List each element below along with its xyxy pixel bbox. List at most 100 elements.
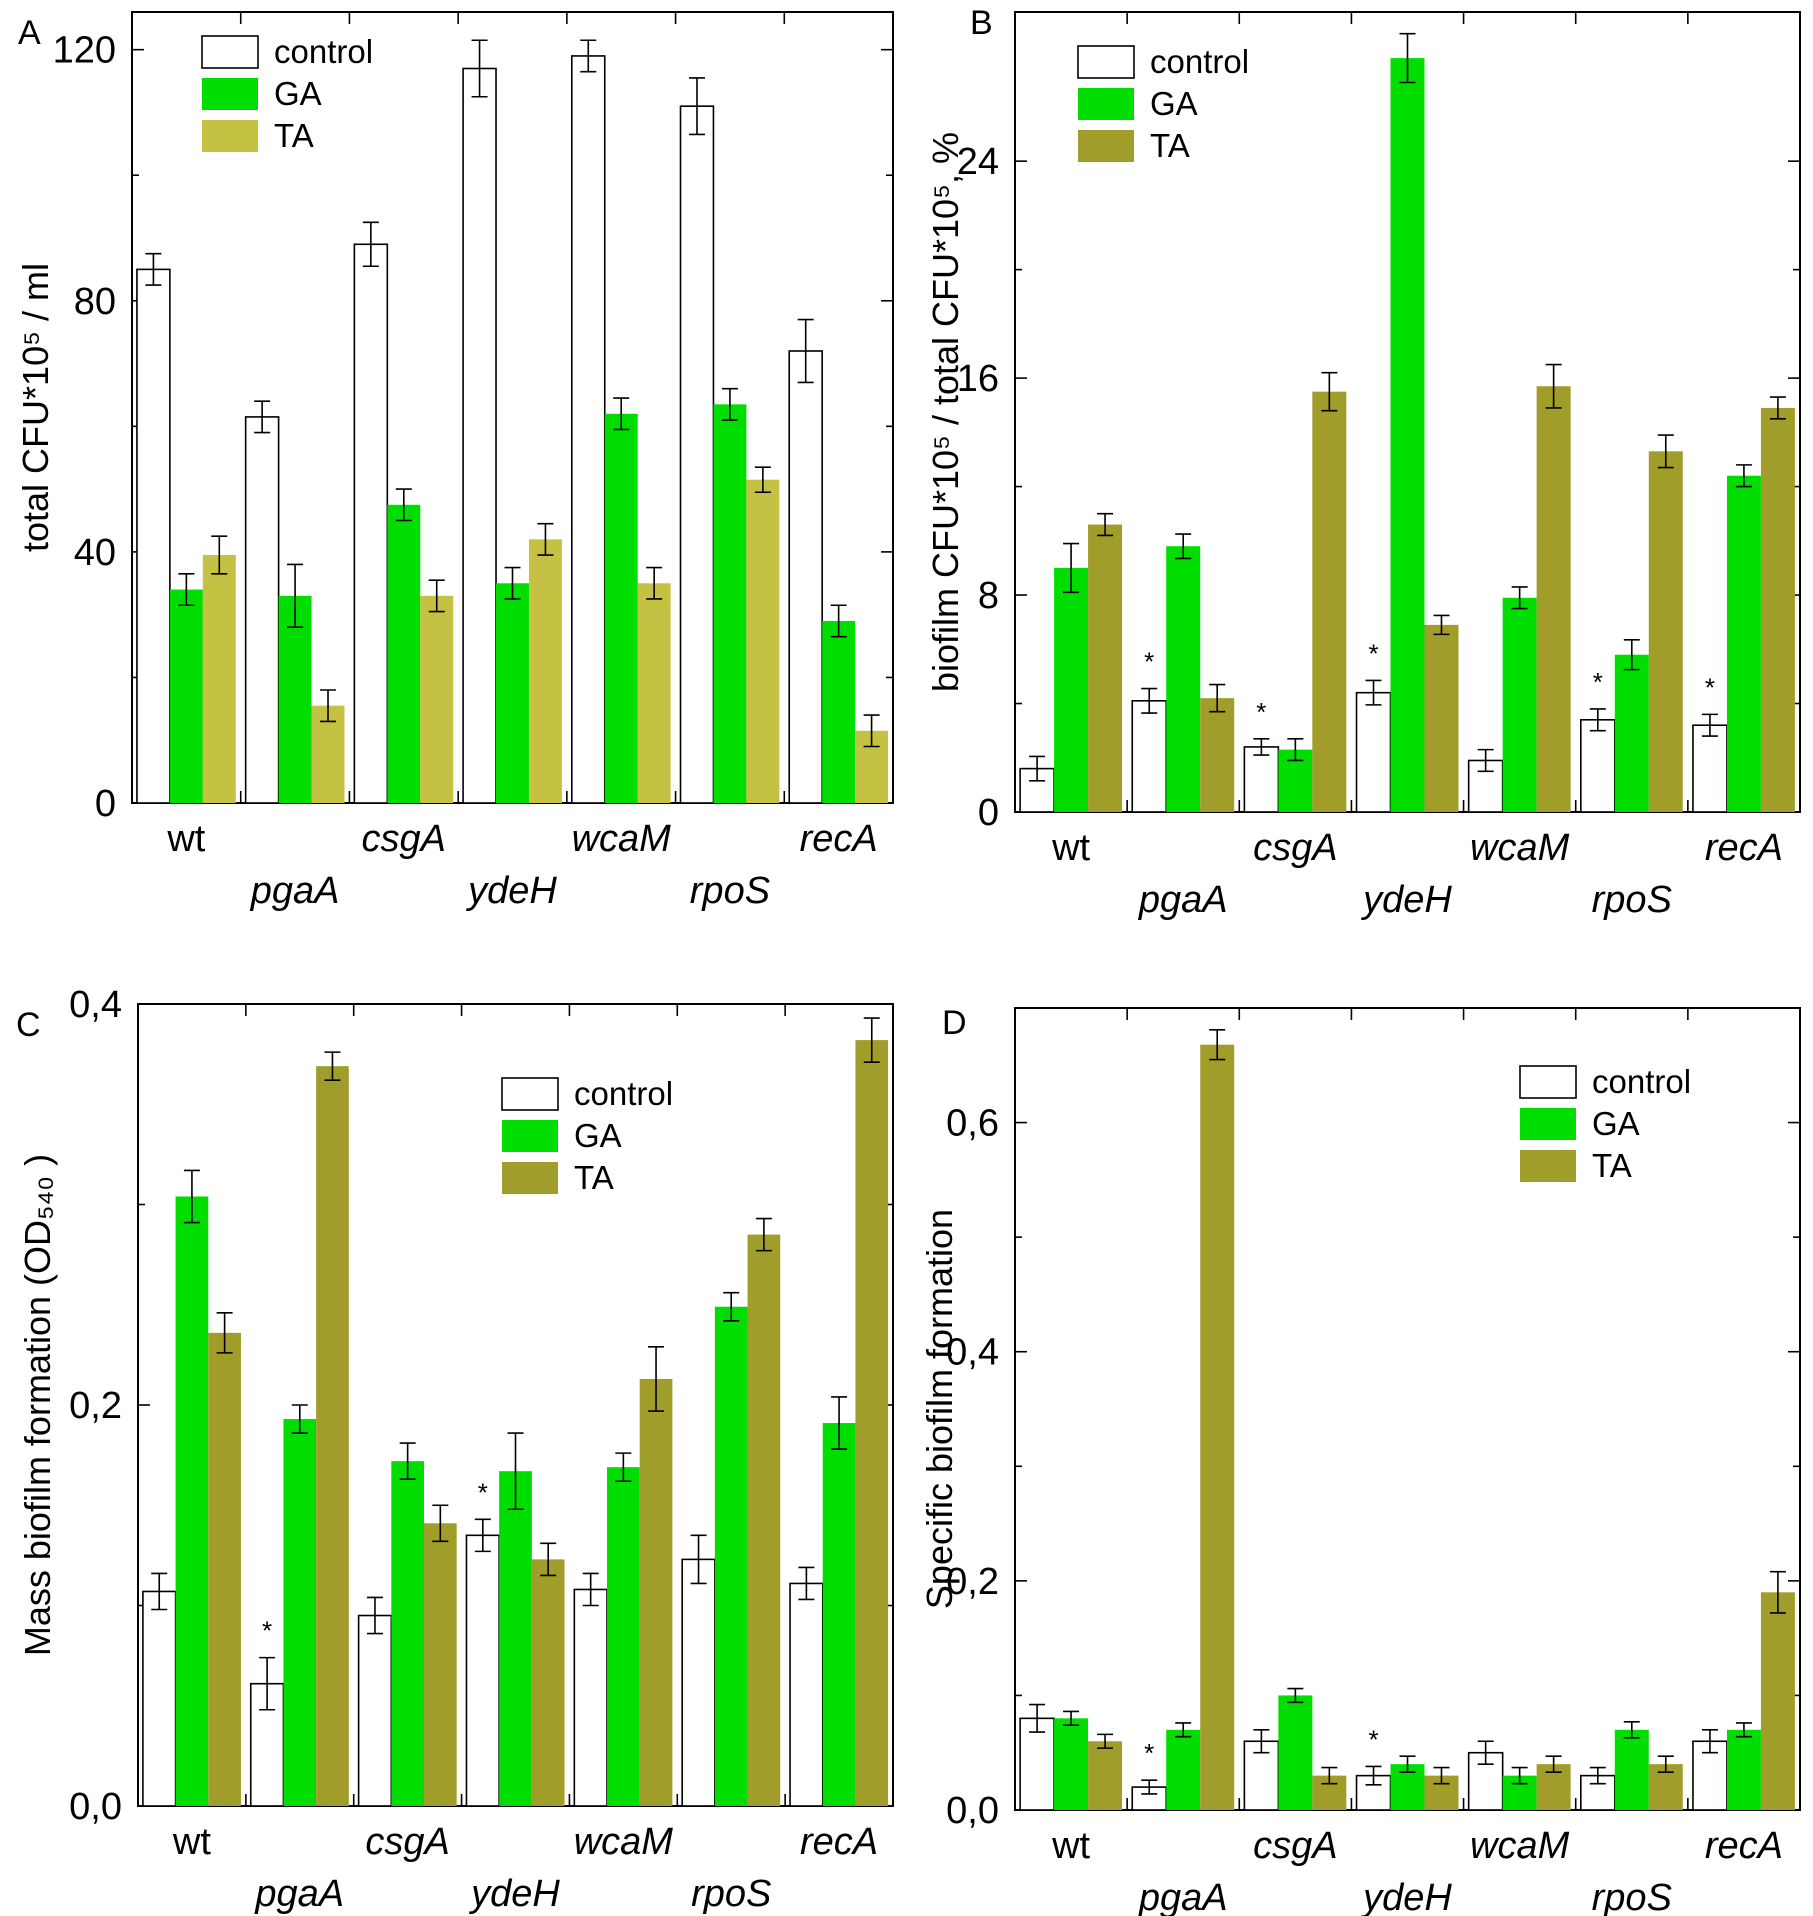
bar-ga-rpos (1614, 654, 1649, 812)
error-bar (178, 573, 195, 607)
error-bar (1063, 542, 1080, 594)
error-bar (362, 221, 379, 268)
bar-control-csga (357, 1614, 393, 1807)
x-tick-label: ydeH (465, 870, 557, 912)
error-bar (831, 1396, 848, 1450)
error-bar (1253, 1729, 1270, 1754)
bar-ta-wt (208, 1332, 241, 1806)
legend-label-ta: TA (1592, 1147, 1632, 1184)
error-bar (366, 1596, 383, 1635)
error-bar (324, 1051, 341, 1081)
error-bar (1433, 614, 1450, 636)
legend-swatch-ga (502, 1120, 558, 1152)
legend-label-ga: GA (1150, 85, 1198, 122)
error-bar (145, 252, 162, 286)
error-bar (471, 39, 488, 98)
significance-star: * (1144, 647, 1154, 677)
x-tick-label: rpoS (1592, 1877, 1672, 1916)
error-bar (863, 714, 880, 748)
legend-swatch-control (1519, 1065, 1577, 1099)
bar-control-pgaa (244, 416, 280, 804)
error-bar (287, 563, 304, 629)
error-bar (1657, 434, 1674, 469)
error-bar (432, 1504, 449, 1543)
panel-letter: B (970, 4, 993, 42)
bar-ga-wt (169, 589, 203, 803)
legend-label-control: control (274, 33, 373, 70)
error-bar (474, 1518, 491, 1553)
error-bar (690, 1534, 707, 1585)
x-tick-label: recA (800, 818, 878, 860)
bar-ta-pgaa (1200, 1044, 1235, 1810)
legend-swatch-ta (502, 1162, 558, 1194)
bar-ta-pgaa (316, 1066, 349, 1806)
bar-ga-csga (1278, 1695, 1313, 1810)
y-tick-label: 80 (74, 281, 116, 323)
x-tick-label: wt (1051, 827, 1090, 869)
plot-frame (1014, 1007, 1801, 1811)
bar-ta-reca (855, 1040, 889, 1806)
legend-label-ta: TA (274, 117, 314, 154)
y-axis-title: total CFU*10⁵ / ml (15, 263, 56, 552)
y-tick-label: 0,2 (946, 1561, 999, 1603)
bar-ta-wcam (637, 583, 671, 803)
error-bar (211, 535, 228, 575)
error-bar (754, 466, 771, 494)
error-bar (507, 1432, 524, 1511)
legend-swatch-ta (1520, 1150, 1576, 1182)
error-bar (1365, 1765, 1382, 1786)
legend-swatch-ga (1520, 1108, 1576, 1140)
error-bar (1511, 586, 1528, 610)
legend-label-control: control (1592, 1063, 1691, 1100)
error-bar (259, 1656, 276, 1711)
error-bar (1063, 1710, 1080, 1727)
error-bar (580, 39, 597, 73)
legend-label-control: control (574, 1075, 673, 1112)
bar-ta-wcam (1536, 386, 1571, 812)
legend-label-ta: TA (574, 1159, 614, 1196)
error-bar (1545, 1755, 1562, 1773)
significance-star: * (1593, 667, 1603, 697)
bar-control-rpos (1580, 1774, 1616, 1811)
x-tick-label: wcaM (574, 1821, 674, 1863)
error-bar (1657, 1755, 1674, 1773)
error-bar (1701, 713, 1718, 737)
bar-ta-csga (420, 595, 454, 803)
bar-ta-csga (1312, 391, 1347, 812)
significance-star: * (1705, 672, 1715, 702)
bar-control-ydeh (462, 67, 497, 804)
panel-c: 0,0 0,2 0,4 * * wt pgaA csgA ydeH wcaM rpoS recA C Ma… (16, 984, 894, 1915)
bar-ta-rpos (1648, 451, 1683, 812)
bar-control-rpos (1580, 718, 1616, 813)
legend-label-ga: GA (274, 75, 322, 112)
x-tick-label: wcaM (572, 818, 672, 860)
error-bar (1623, 638, 1640, 671)
error-bar (1399, 32, 1416, 84)
bar-control-pgaa (1131, 700, 1168, 813)
bar-control-reca (788, 350, 823, 804)
y-tick-label: 0 (978, 792, 999, 834)
error-bar (1701, 1729, 1718, 1754)
bar-ga-reca (822, 1423, 856, 1806)
error-bar (395, 488, 412, 522)
y-tick-label: 0,6 (946, 1103, 999, 1145)
error-bar (646, 566, 663, 600)
bar-ga-pgaa (283, 1419, 317, 1806)
x-tick-label: wt (172, 1821, 211, 1863)
error-bar (291, 1404, 308, 1434)
error-bar (254, 400, 271, 434)
error-bar (399, 1442, 416, 1480)
error-bar (1029, 755, 1046, 782)
bar-ta-rpos (746, 479, 780, 803)
error-bar (1477, 1740, 1494, 1765)
bar-ga-ydeh (496, 583, 529, 803)
x-tick-label: ydeH (1360, 879, 1452, 921)
error-bar (151, 1572, 168, 1611)
error-bar (797, 318, 814, 384)
bar-ta-reca (1760, 407, 1795, 812)
bar-ga-ydeh (1390, 58, 1425, 813)
legend: control GA TA (1519, 1063, 1691, 1184)
bar-ga-csga (391, 1461, 424, 1806)
y-tick-label: 8 (978, 575, 999, 617)
bar-ga-csga (387, 504, 421, 803)
